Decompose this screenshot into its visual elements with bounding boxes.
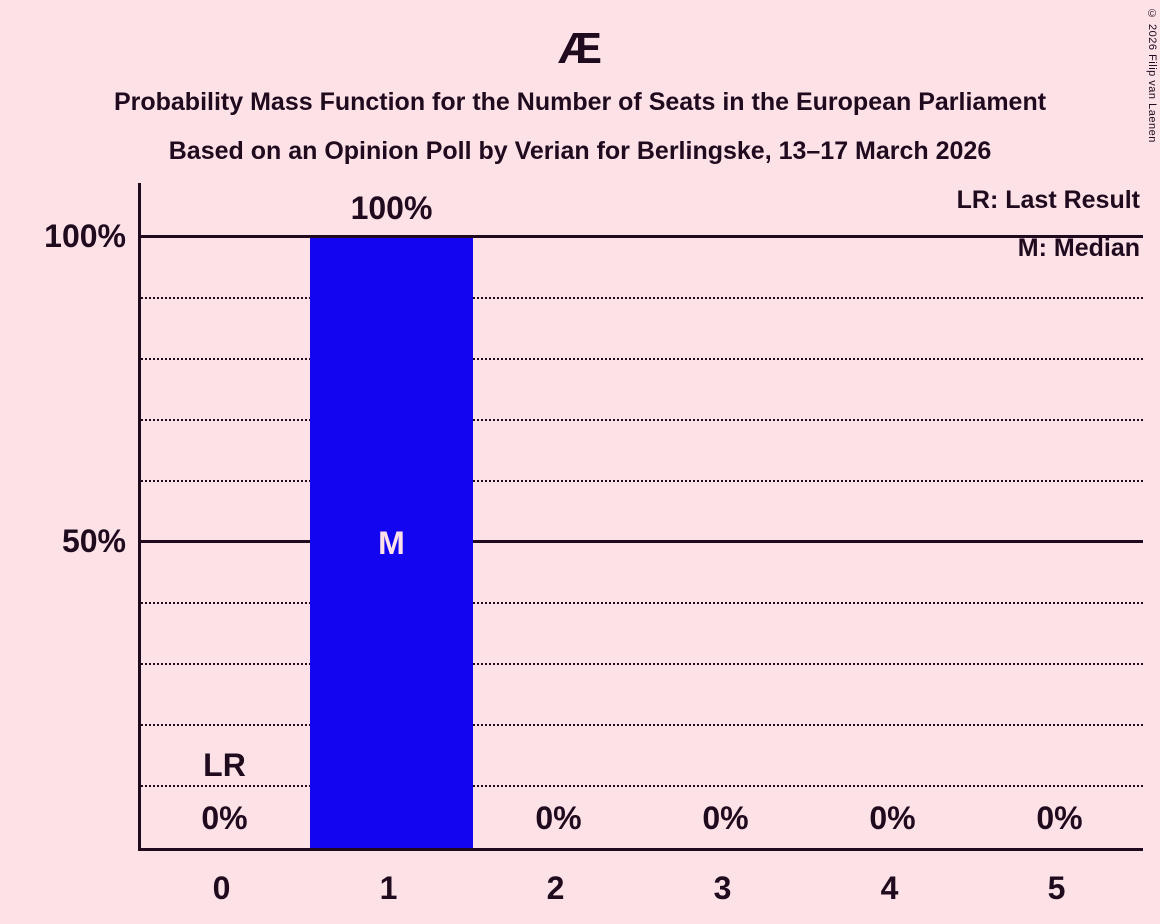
gridline-70 [141, 419, 1143, 421]
y-tick-label-100: 100% [44, 218, 126, 254]
copyright-text: © 2026 Filip van Laenen [1146, 8, 1158, 143]
x-tick-label-4: 4 [880, 870, 899, 906]
bar-value-label-1: 100% [350, 189, 433, 226]
plot-area: 0% 100% 0% 0% 0% 0% LR M [138, 183, 1143, 851]
bar-value-label-3: 0% [702, 799, 749, 836]
y-tick-label-50: 50% [61, 523, 126, 559]
gridline-10 [141, 785, 1143, 787]
legend-last-result: LR: Last Result [956, 186, 1140, 214]
x-tick-label-5: 5 [1047, 870, 1066, 906]
gridline-50 [141, 540, 1143, 543]
gridline-100 [141, 235, 1143, 238]
x-tick-label-3: 3 [713, 870, 732, 906]
gridline-80 [141, 358, 1143, 360]
gridline-30 [141, 663, 1143, 665]
gridline-60 [141, 480, 1143, 482]
bar-seats-1 [310, 238, 473, 848]
gridline-40 [141, 602, 1143, 604]
bar-value-label-0: 0% [201, 799, 248, 836]
x-tick-label-2: 2 [546, 870, 565, 906]
page-title: Æ [558, 24, 602, 73]
x-tick-label-1: 1 [379, 870, 398, 906]
legend-median: M: Median [1017, 234, 1140, 262]
x-tick-label-0: 0 [212, 870, 231, 906]
bar-value-label-4: 0% [869, 799, 916, 836]
median-label: M [378, 525, 405, 561]
chart-subtitle-2: Based on an Opinion Poll by Verian for B… [168, 137, 992, 165]
bar-value-label-2: 0% [535, 799, 582, 836]
last-result-label: LR [203, 747, 246, 783]
gridline-20 [141, 724, 1143, 726]
bar-value-label-5: 0% [1036, 799, 1083, 836]
gridline-90 [141, 297, 1143, 299]
chart-subtitle: Probability Mass Function for the Number… [113, 88, 1047, 116]
